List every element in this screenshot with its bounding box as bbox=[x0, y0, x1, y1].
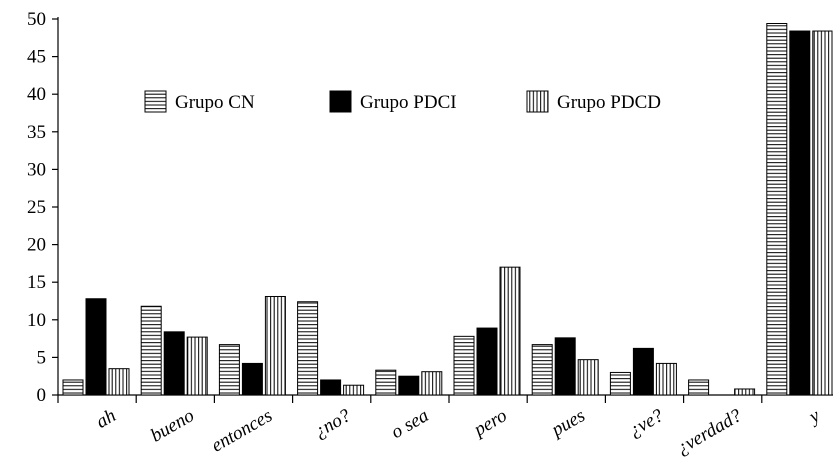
y-tick-label: 5 bbox=[37, 347, 47, 368]
bar-grupo-pdcd bbox=[264, 295, 286, 396]
bar-grupo-pdcd bbox=[577, 359, 599, 396]
bar-grupo-pdcd bbox=[734, 388, 756, 396]
y-tick-label: 0 bbox=[37, 385, 47, 406]
bar-grupo-pdci bbox=[632, 347, 654, 396]
x-tick-label: pues bbox=[546, 405, 588, 442]
bar-grupo-cn bbox=[297, 301, 319, 396]
bar-grupo-pdcd bbox=[655, 362, 677, 396]
x-axis: ah bueno entonces ¿no? o sea pero pues ¿ve? ¿ver… bbox=[57, 394, 833, 459]
bar-grupo-pdcd bbox=[108, 368, 130, 396]
x-tick-label: o sea bbox=[388, 405, 433, 443]
x-tick-label: ¿no? bbox=[311, 405, 355, 442]
bar-grupo-cn bbox=[766, 23, 788, 396]
y-axis: 0 5 10 15 20 25 30 35 40 45 50 bbox=[27, 9, 59, 406]
x-tick-label: pero bbox=[469, 405, 511, 441]
x-tick-label: bueno bbox=[147, 405, 198, 446]
x-tick-label: ¿verdad? bbox=[673, 405, 745, 459]
y-tick-label: 30 bbox=[27, 159, 46, 180]
legend-label: Grupo CN bbox=[175, 92, 255, 113]
x-tick-label: ¿ve? bbox=[625, 405, 667, 441]
x-tick-label: entonces bbox=[208, 405, 276, 456]
legend-swatch bbox=[526, 90, 549, 113]
legend-swatch bbox=[144, 90, 167, 113]
y-tick-label: 10 bbox=[27, 310, 46, 331]
bar-grupo-pdcd bbox=[421, 371, 443, 396]
bar-grupo-cn bbox=[609, 371, 631, 396]
bar-grupo-pdcd bbox=[343, 384, 365, 396]
y-tick-label: 45 bbox=[27, 47, 46, 68]
y-tick-label: 35 bbox=[27, 122, 46, 143]
bar-grupo-pdci bbox=[241, 362, 263, 396]
bar-grupo-cn bbox=[453, 335, 475, 396]
bar-grupo-pdci bbox=[789, 30, 811, 396]
bar-grupo-cn bbox=[218, 344, 240, 396]
bars bbox=[62, 23, 833, 396]
bar-grupo-pdcd bbox=[186, 336, 208, 396]
bar-grupo-pdcd bbox=[812, 30, 833, 396]
bar-grupo-pdci bbox=[554, 337, 576, 396]
x-tick-label: y bbox=[804, 405, 824, 429]
legend-label: Grupo PDCD bbox=[557, 92, 661, 113]
bar-grupo-cn bbox=[531, 344, 553, 396]
bar-grupo-pdci bbox=[398, 375, 420, 396]
y-tick-label: 50 bbox=[27, 9, 46, 30]
bar-grupo-pdci bbox=[163, 331, 185, 396]
bar-grupo-pdci bbox=[476, 327, 498, 396]
y-tick-label: 15 bbox=[27, 272, 46, 293]
bar-grupo-cn bbox=[140, 305, 162, 396]
bar-grupo-pdcd bbox=[499, 266, 521, 396]
legend: Grupo CN Grupo PDCI Grupo PDCD bbox=[144, 90, 661, 113]
bar-grupo-cn bbox=[375, 369, 397, 396]
x-tick-label: ah bbox=[93, 405, 120, 433]
legend-label: Grupo PDCI bbox=[360, 92, 457, 113]
bar-grupo-pdci bbox=[85, 298, 107, 396]
bar-grupo-cn bbox=[62, 379, 84, 396]
y-tick-label: 40 bbox=[27, 84, 46, 105]
y-tick-label: 20 bbox=[27, 235, 46, 256]
legend-swatch bbox=[329, 90, 352, 113]
y-tick-label: 25 bbox=[27, 197, 46, 218]
bar-grupo-cn bbox=[688, 379, 710, 396]
bar-grupo-pdci bbox=[320, 379, 342, 396]
